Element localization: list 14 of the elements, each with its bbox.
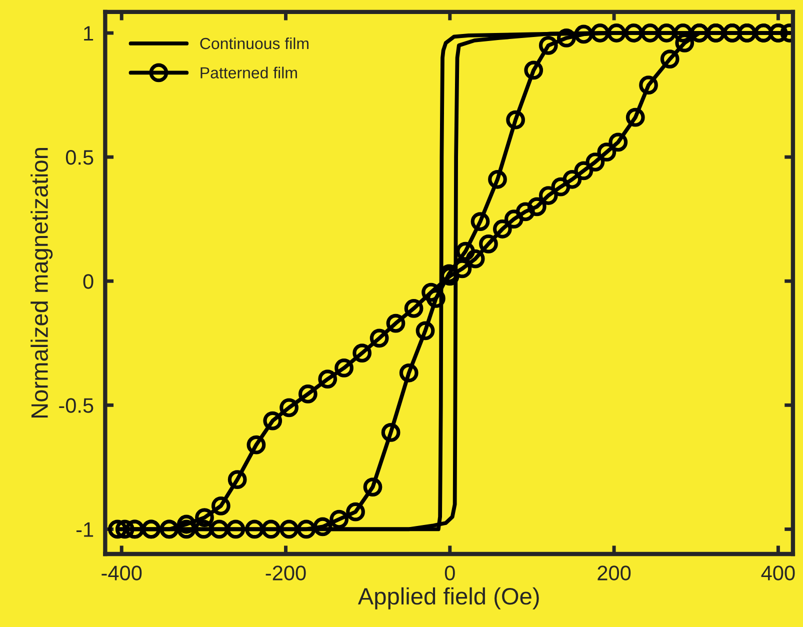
x-tick-label: 200 [598, 566, 631, 580]
y-tick-label: 0 [83, 274, 94, 289]
y-tick-label: -1 [76, 522, 94, 537]
x-tick-label: -400 [102, 566, 142, 580]
y-axis-title: Normalized magnetization [30, 148, 53, 418]
x-axis-title: Applied field (Oe) [358, 587, 539, 610]
y-tick-label: 1 [84, 26, 94, 41]
y-tick-label: 0.5 [66, 150, 94, 165]
legend-label: Continuous film [200, 37, 308, 50]
x-tick-label: 0 [444, 566, 455, 580]
legend-label: Patterned film [200, 66, 297, 78]
x-tick-label: 400 [761, 566, 795, 580]
y-tick-label: -0.5 [59, 398, 94, 413]
x-tick-label: -200 [266, 566, 306, 580]
